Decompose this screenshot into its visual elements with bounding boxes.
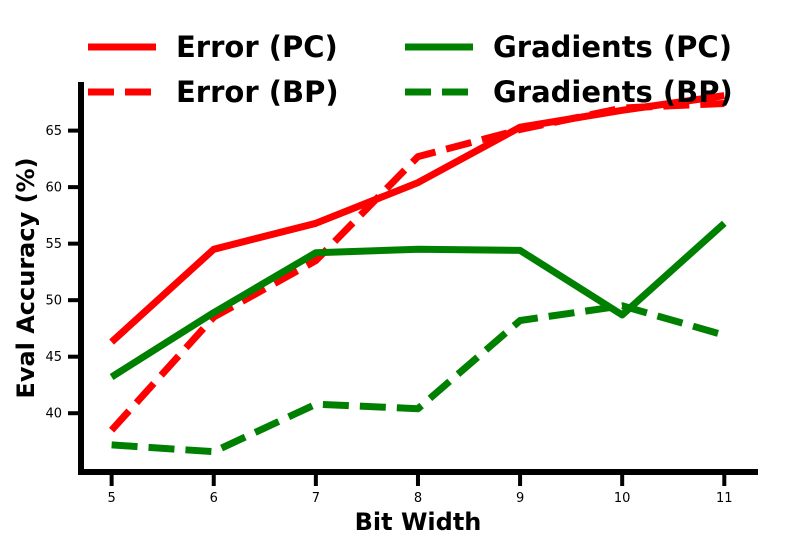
legend-label-1: Error (PC) bbox=[176, 30, 338, 64]
series-line-4 bbox=[111, 302, 726, 456]
series-layer bbox=[109, 92, 727, 456]
y-tick-label: 45 bbox=[45, 350, 62, 365]
x-tick-label: 6 bbox=[210, 491, 218, 506]
series-line-3 bbox=[109, 220, 727, 380]
x-axis-label: Bit Width bbox=[355, 508, 482, 536]
y-tick-label: 50 bbox=[45, 294, 62, 309]
y-tick-label: 60 bbox=[45, 181, 62, 196]
x-tick-label: 8 bbox=[414, 491, 422, 506]
legend: Error (PC) Error (BP) Gradients (PC) Gradie… bbox=[88, 30, 733, 109]
series-line-2 bbox=[109, 100, 725, 433]
legend-label-3: Gradients (PC) bbox=[493, 30, 732, 64]
x-tick-label: 10 bbox=[614, 491, 631, 506]
y-tick-label: 55 bbox=[45, 237, 62, 252]
x-tick-label: 5 bbox=[107, 491, 115, 506]
legend-label-2: Error (BP) bbox=[176, 75, 339, 109]
x-tick-label: 11 bbox=[716, 491, 733, 506]
x-tick-label: 9 bbox=[516, 491, 524, 506]
legend-label-4: Gradients (BP) bbox=[493, 75, 733, 109]
y-tick-label: 65 bbox=[45, 124, 62, 139]
axes-layer bbox=[78, 82, 758, 475]
series-line-1 bbox=[109, 92, 725, 345]
ticks-layer: 5 6 7 8 9 10 11 40 45 50 55 60 65 bbox=[45, 124, 732, 506]
y-axis-label: Eval Accuracy (%) bbox=[12, 157, 40, 398]
y-tick-label: 40 bbox=[45, 407, 62, 422]
x-tick-label: 7 bbox=[312, 491, 320, 506]
